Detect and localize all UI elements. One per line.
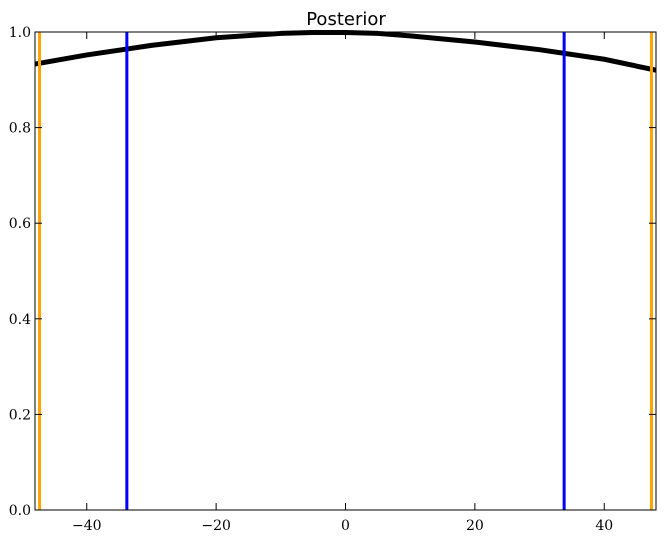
y-tick-label: 0.4: [9, 312, 31, 328]
y-tick-label: 1.0: [9, 25, 31, 41]
y-tick-label: 0.8: [9, 121, 31, 137]
x-tick-label: 40: [595, 518, 613, 534]
y-tick-label: 0.0: [9, 503, 31, 519]
y-tick-label: 0.6: [9, 216, 31, 232]
plot-area: [34, 29, 657, 510]
chart-title: Posterior: [306, 9, 386, 30]
x-tick-label: 20: [466, 518, 484, 534]
x-tick-label: 0: [341, 518, 350, 534]
y-tick-label: 0.2: [9, 407, 31, 423]
x-tick-label: −40: [72, 518, 102, 534]
x-tick-label: −20: [201, 518, 231, 534]
axes: −40 −20 0 20 40 0.0 0.2 0.4 0.6 0.8 1.0: [9, 25, 656, 534]
